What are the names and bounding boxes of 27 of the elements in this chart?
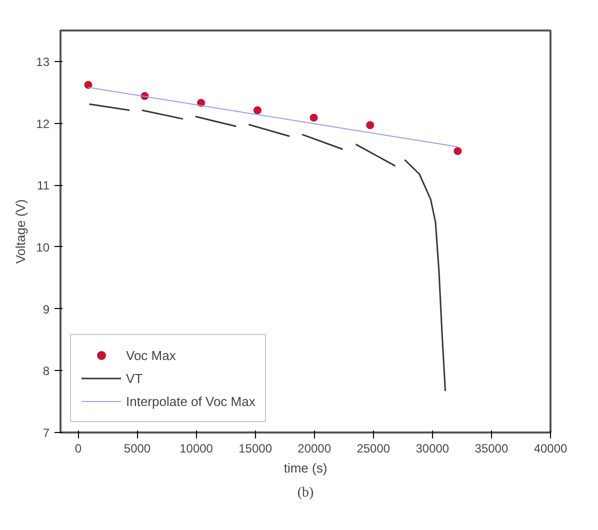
- x-axis-title: time (s): [284, 460, 328, 476]
- text: (b): [297, 486, 314, 500]
- point: [253, 106, 262, 114]
- y-tick-label: 8: [42, 364, 50, 378]
- x-tick-label: 25000: [356, 442, 390, 456]
- point: [366, 121, 374, 130]
- x-tick-label: 30000: [416, 442, 450, 456]
- point: [310, 114, 318, 122]
- x-tick-label: 35000: [474, 442, 508, 456]
- legend-label: Interpolate of Voc Max: [126, 394, 256, 408]
- y-tick-label: 12: [36, 116, 50, 131]
- y-tick-label: 10: [36, 240, 50, 254]
- y-tick-label: 13: [36, 54, 50, 69]
- y-tick-label: 11: [37, 178, 50, 193]
- y-axis-title: Voltage (V): [13, 199, 28, 264]
- x-tick-label: 40000: [534, 442, 568, 456]
- point: [84, 80, 92, 89]
- legend-label: VT: [126, 370, 144, 386]
- y-tick-label: 9: [42, 302, 50, 316]
- point: [454, 147, 462, 156]
- x-tick-label: 20000: [298, 442, 332, 456]
- x-tick-label: 0: [74, 442, 82, 456]
- legend-label: Voc Max: [126, 348, 176, 362]
- x-tick-label: 5000: [124, 442, 151, 456]
- x-tick-label: 15000: [238, 442, 272, 456]
- x-tick-label: 10000: [180, 442, 214, 456]
- y-tick-label: 7: [42, 426, 50, 440]
